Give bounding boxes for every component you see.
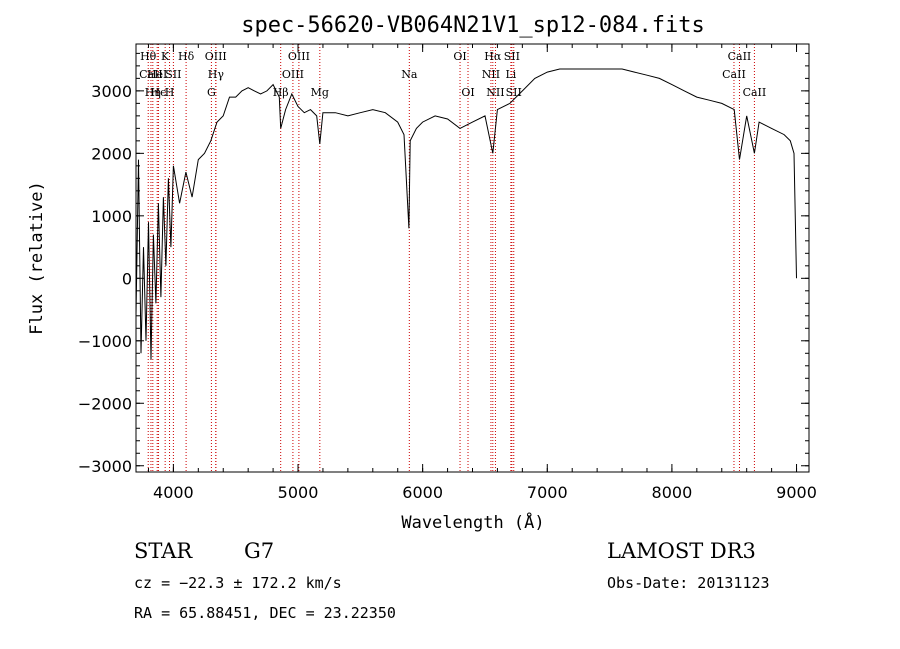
y-tick-label: −2000 — [78, 394, 132, 413]
redshift-cz: cz = −22.3 ± 172.2 km/s — [134, 574, 342, 592]
coordinates: RA = 65.88451, DEC = 23.22350 — [134, 604, 396, 622]
emission-line-label: CaII — [728, 50, 752, 63]
emission-line-label: Li — [505, 68, 516, 81]
emission-line-labels: Hθ CaII Hη HeI Hϵ K H SII Hδ OIII Hγ G Hβ OIII OIII Mg N… — [139, 50, 766, 99]
x-tick-label: 4000 — [153, 483, 194, 502]
emission-line-label: Mg — [311, 86, 329, 99]
emission-line-label: Hβ — [273, 86, 289, 99]
emission-line-label: CaII — [722, 68, 746, 81]
y-tick-label: −1000 — [78, 332, 132, 351]
x-tick-label: 8000 — [652, 483, 693, 502]
x-axis-ticks: 4000 5000 6000 7000 8000 9000 — [147, 44, 817, 502]
y-tick-label: 0 — [122, 269, 132, 288]
y-tick-label: 3000 — [91, 82, 132, 101]
y-tick-label: 2000 — [91, 144, 132, 163]
emission-line-label: Hα — [484, 50, 502, 63]
emission-line-label: Na — [401, 68, 418, 81]
emission-line-label: CaII — [139, 68, 163, 81]
x-tick-label: 6000 — [402, 483, 443, 502]
emission-line-label: OI — [461, 86, 474, 99]
object-class: STAR — [134, 539, 193, 563]
emission-line-label: K — [161, 50, 170, 63]
emission-line-label: Hη — [145, 86, 161, 99]
y-tick-label: 1000 — [91, 207, 132, 226]
emission-line-markers — [147, 44, 755, 472]
observation-date: Obs-Date: 20131123 — [607, 574, 770, 592]
emission-line-label: Hϵ — [151, 86, 167, 99]
emission-line-label: HeI — [147, 68, 167, 81]
emission-line-label: Hγ — [208, 68, 225, 81]
emission-line-label: SII — [506, 86, 522, 99]
y-tick-label: −3000 — [78, 457, 132, 476]
object-subclass: G7 — [244, 539, 275, 563]
emission-line-label: OIII — [282, 68, 304, 81]
spectrum-line — [135, 68, 797, 360]
emission-line-label: SII — [165, 68, 181, 81]
x-tick-label: 7000 — [527, 483, 568, 502]
emission-line-label: H — [165, 86, 175, 99]
emission-line-label: OIII — [288, 50, 310, 63]
plot-frame — [135, 43, 810, 473]
y-axis-label: Flux (relative) — [27, 181, 47, 335]
x-axis-label: Wavelength (Å) — [401, 511, 544, 533]
emission-line-label: Hθ — [140, 50, 157, 63]
emission-line-label: OI — [453, 50, 466, 63]
emission-line-label: Hδ — [178, 50, 195, 63]
emission-line-label: G — [207, 86, 216, 99]
emission-line-label: OIII — [205, 50, 227, 63]
x-tick-label: 5000 — [278, 483, 319, 502]
survey-name: LAMOST DR3 — [607, 539, 756, 563]
chart-title: spec-56620-VB064N21V1_sp12-084.fits — [241, 13, 705, 38]
emission-line-label: CaII — [743, 86, 767, 99]
emission-line-label: SII — [504, 50, 520, 63]
x-tick-label: 9000 — [776, 483, 817, 502]
emission-line-label: NII — [486, 86, 504, 99]
emission-line-label: NII — [482, 68, 500, 81]
y-axis-ticks: −3000 −2000 −1000 0 1000 2000 3000 — [78, 52, 809, 476]
